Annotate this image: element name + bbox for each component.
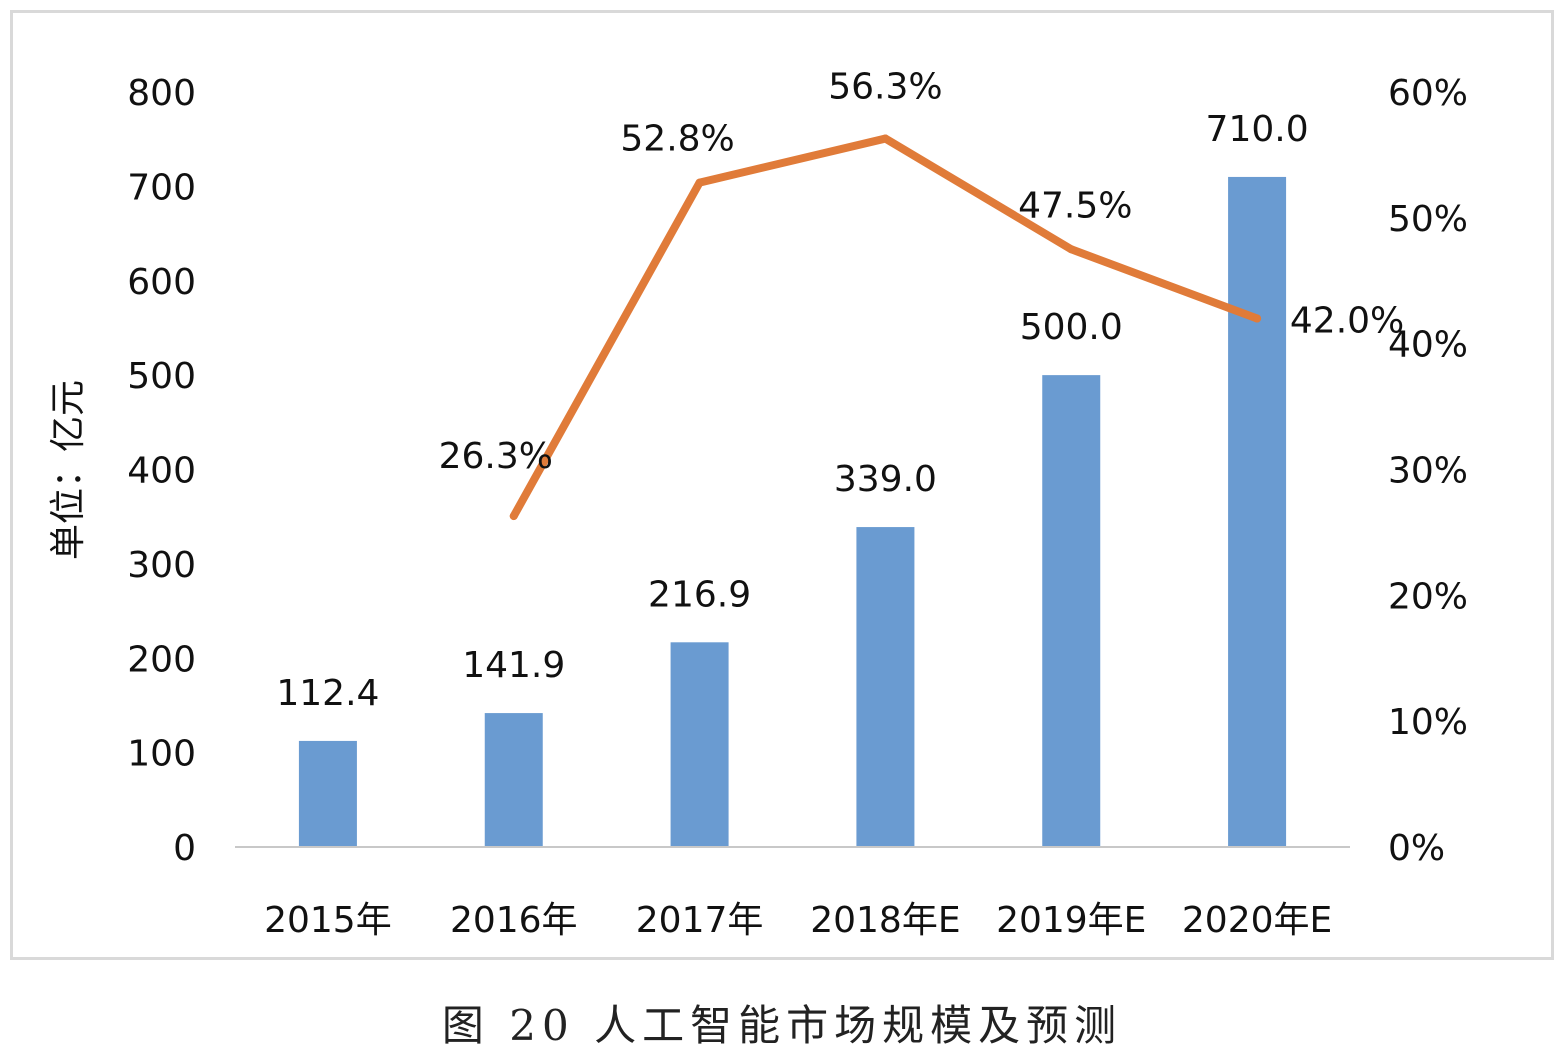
y-tick-label: 0 (173, 828, 196, 869)
y-tick-label: 400 (127, 451, 196, 492)
x-tick-label: 2018年E (810, 900, 960, 941)
bar-value-label: 112.4 (276, 673, 379, 714)
y-tick-label: 100 (127, 734, 196, 775)
x-tick-labels: 2015年 2016年 2017年 2018年E 2019年E 2020年E (264, 900, 1332, 941)
bar (298, 740, 357, 847)
line-value-label: 56.3% (828, 67, 942, 108)
y-axis-title: 单位：亿元 (48, 380, 89, 560)
bar (670, 642, 729, 847)
line-point (1067, 245, 1076, 254)
x-tick-label: 2020年E (1182, 900, 1332, 941)
y2-tick-label: 0% (1388, 828, 1445, 869)
y-tick-label: 300 (127, 545, 196, 586)
y2-tick-label: 60% (1388, 73, 1468, 114)
bar-value-label: 216.9 (648, 574, 751, 615)
y2-tick-label: 20% (1388, 576, 1468, 617)
y2-tick-label: 10% (1388, 702, 1468, 743)
y-tick-label: 600 (127, 262, 196, 303)
y-axis-left: 0 100 200 300 400 500 600 700 800 (127, 73, 196, 869)
y-tick-label: 200 (127, 639, 196, 680)
line-series (509, 134, 1262, 521)
line-point (881, 134, 890, 143)
y2-tick-label: 50% (1388, 199, 1468, 240)
y-tick-label: 700 (127, 167, 196, 208)
bar-value-label: 500.0 (1020, 307, 1123, 348)
line-point (695, 178, 704, 187)
y-axis-right: 0% 10% 20% 30% 40% 50% 60% (1388, 73, 1468, 869)
y-tick-label: 500 (127, 356, 196, 397)
figure-caption: 图 20 人工智能市场规模及预测 (441, 1001, 1123, 1050)
x-tick-label: 2019年E (996, 900, 1146, 941)
chart: 0 100 200 300 400 500 600 700 800 0% 10% 20% 30% 40%… (48, 67, 1468, 941)
line-value-label: 42.0% (1290, 301, 1404, 342)
bar-value-label: 710.0 (1206, 109, 1309, 150)
bar (1228, 176, 1287, 847)
line-value-label: 47.5% (1018, 185, 1132, 226)
line-value-label: 52.8% (620, 119, 734, 160)
data-labels: 112.4 141.9 216.9 339.0 500.0 710.0 26.3% 52.8%… (276, 67, 1404, 714)
line-value-label: 26.3% (439, 436, 553, 477)
bar-value-label: 141.9 (462, 645, 565, 686)
x-tick-label: 2015年 (264, 900, 392, 941)
bar-value-label: 339.0 (834, 459, 937, 500)
x-tick-label: 2017年 (636, 900, 764, 941)
bar (484, 713, 543, 847)
bar (1042, 375, 1101, 847)
bar-series (298, 176, 1287, 847)
bar (856, 527, 915, 847)
y2-tick-label: 40% (1388, 325, 1468, 366)
x-tick-label: 2016年 (450, 900, 578, 941)
line-point (509, 512, 518, 521)
line-point (1253, 314, 1262, 323)
y2-tick-label: 30% (1388, 451, 1468, 492)
y-tick-label: 800 (127, 73, 196, 114)
chart-frame (10, 10, 1554, 960)
